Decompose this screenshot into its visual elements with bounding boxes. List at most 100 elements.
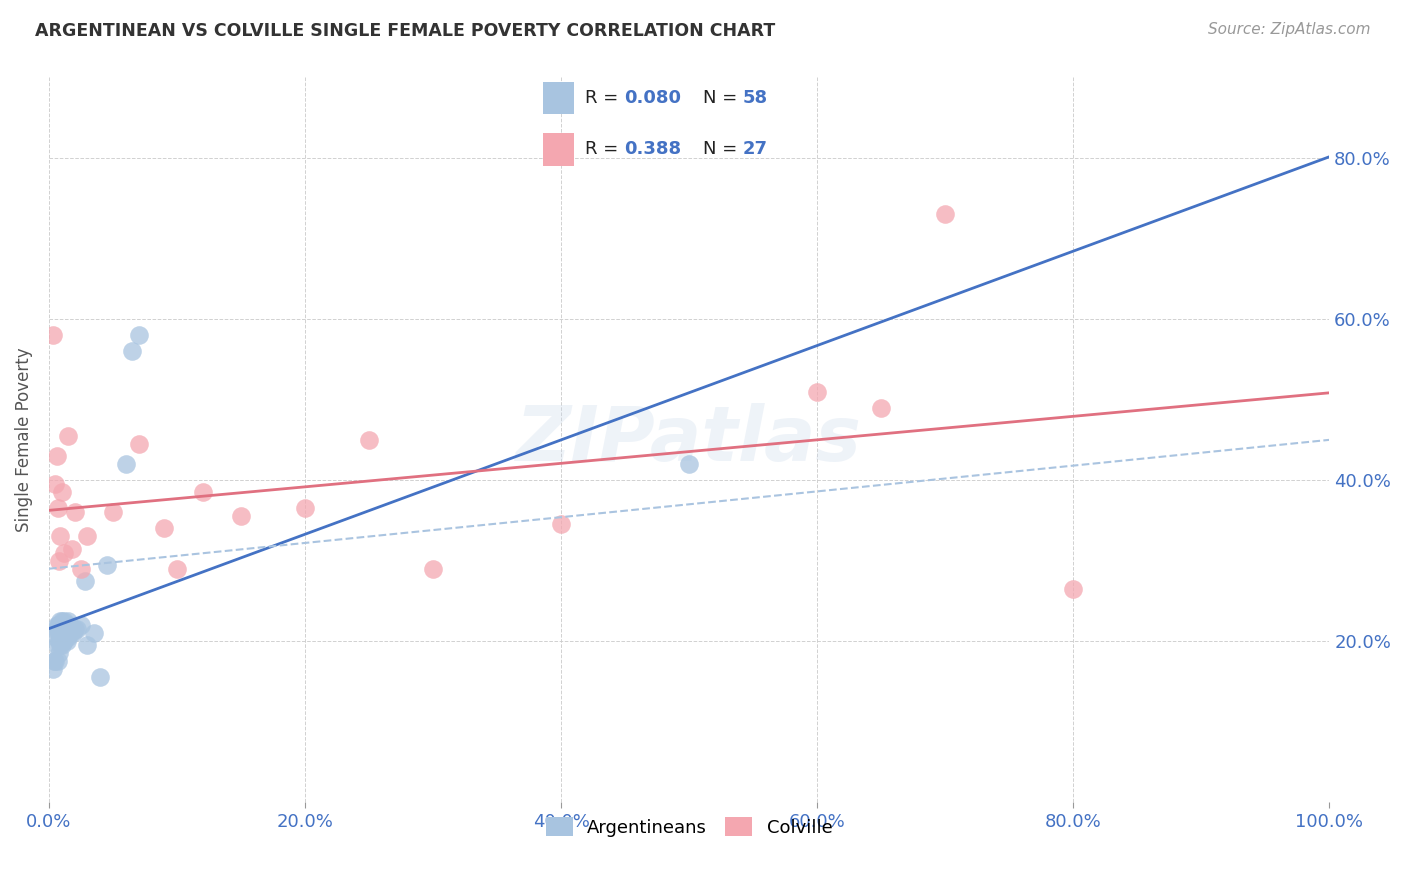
Bar [543, 134, 574, 166]
Point [60, 541, 83, 556]
Point [229, 509, 252, 524]
Point [166, 562, 188, 576]
Point [49, 529, 72, 543]
Point [53, 546, 76, 560]
Point [49, 638, 72, 652]
Point [53, 622, 76, 636]
Point [45, 638, 67, 652]
Point [128, 437, 150, 451]
Point [44, 630, 66, 644]
Text: N =: N = [703, 141, 742, 159]
Point [101, 505, 124, 519]
Point [48, 646, 70, 660]
Bar [543, 82, 574, 114]
Point [52, 622, 75, 636]
Point [76, 638, 98, 652]
Point [51, 618, 73, 632]
Point [870, 401, 893, 415]
Point [55, 622, 77, 636]
Point [51, 630, 73, 644]
Point [52, 634, 75, 648]
Point [45, 622, 67, 636]
Point [58, 618, 80, 632]
Point [806, 384, 828, 399]
Point [153, 521, 176, 535]
Point [49, 630, 72, 644]
Point [55, 618, 77, 632]
Point [114, 457, 136, 471]
Point [55, 630, 77, 644]
Point [45, 449, 67, 463]
Text: Source: ZipAtlas.com: Source: ZipAtlas.com [1208, 22, 1371, 37]
Text: 0.080: 0.080 [624, 89, 682, 107]
Point [46, 618, 69, 632]
Point [42, 662, 65, 676]
Point [48, 554, 70, 568]
Point [48, 622, 70, 636]
Point [121, 344, 143, 359]
Point [44, 654, 66, 668]
Text: ZIPatlas: ZIPatlas [516, 403, 862, 477]
Point [62, 626, 84, 640]
Point [422, 562, 444, 576]
Point [1062, 582, 1084, 596]
Point [128, 328, 150, 343]
Point [46, 501, 69, 516]
Point [51, 485, 73, 500]
Point [46, 626, 69, 640]
Point [42, 654, 65, 668]
Point [89, 670, 111, 684]
Point [51, 614, 73, 628]
Point [53, 634, 76, 648]
Point [44, 477, 66, 491]
Point [96, 558, 118, 572]
Text: 58: 58 [742, 89, 768, 107]
Text: 0.388: 0.388 [624, 141, 682, 159]
Legend: Argentineans, Colville: Argentineans, Colville [538, 810, 839, 844]
Text: N =: N = [703, 89, 742, 107]
Point [52, 626, 75, 640]
Point [49, 614, 72, 628]
Point [56, 634, 79, 648]
Point [63, 622, 86, 636]
Point [76, 529, 98, 543]
Point [191, 485, 214, 500]
Point [357, 433, 380, 447]
Point [678, 457, 700, 471]
Point [56, 622, 79, 636]
Point [48, 618, 70, 632]
Point [58, 626, 80, 640]
Point [56, 630, 79, 644]
Point [66, 622, 89, 636]
Point [60, 622, 83, 636]
Point [53, 626, 76, 640]
Text: ARGENTINEAN VS COLVILLE SINGLE FEMALE POVERTY CORRELATION CHART: ARGENTINEAN VS COLVILLE SINGLE FEMALE PO… [35, 22, 775, 40]
Point [550, 517, 572, 532]
Point [83, 626, 105, 640]
Y-axis label: Single Female Poverty: Single Female Poverty [15, 348, 32, 533]
Point [56, 429, 79, 443]
Point [56, 618, 79, 632]
Point [56, 614, 79, 628]
Point [63, 505, 86, 519]
Point [53, 614, 76, 628]
Text: R =: R = [585, 141, 630, 159]
Point [73, 574, 96, 588]
Point [59, 626, 82, 640]
Point [49, 622, 72, 636]
Point [51, 622, 73, 636]
Point [70, 562, 93, 576]
Point [46, 654, 69, 668]
Point [45, 618, 67, 632]
Point [70, 618, 93, 632]
Point [53, 618, 76, 632]
Text: 27: 27 [742, 141, 768, 159]
Point [42, 328, 65, 343]
Point [934, 207, 956, 221]
Point [49, 618, 72, 632]
Point [48, 634, 70, 648]
Point [51, 638, 73, 652]
Text: R =: R = [585, 89, 624, 107]
Point [52, 618, 75, 632]
Point [294, 501, 316, 516]
